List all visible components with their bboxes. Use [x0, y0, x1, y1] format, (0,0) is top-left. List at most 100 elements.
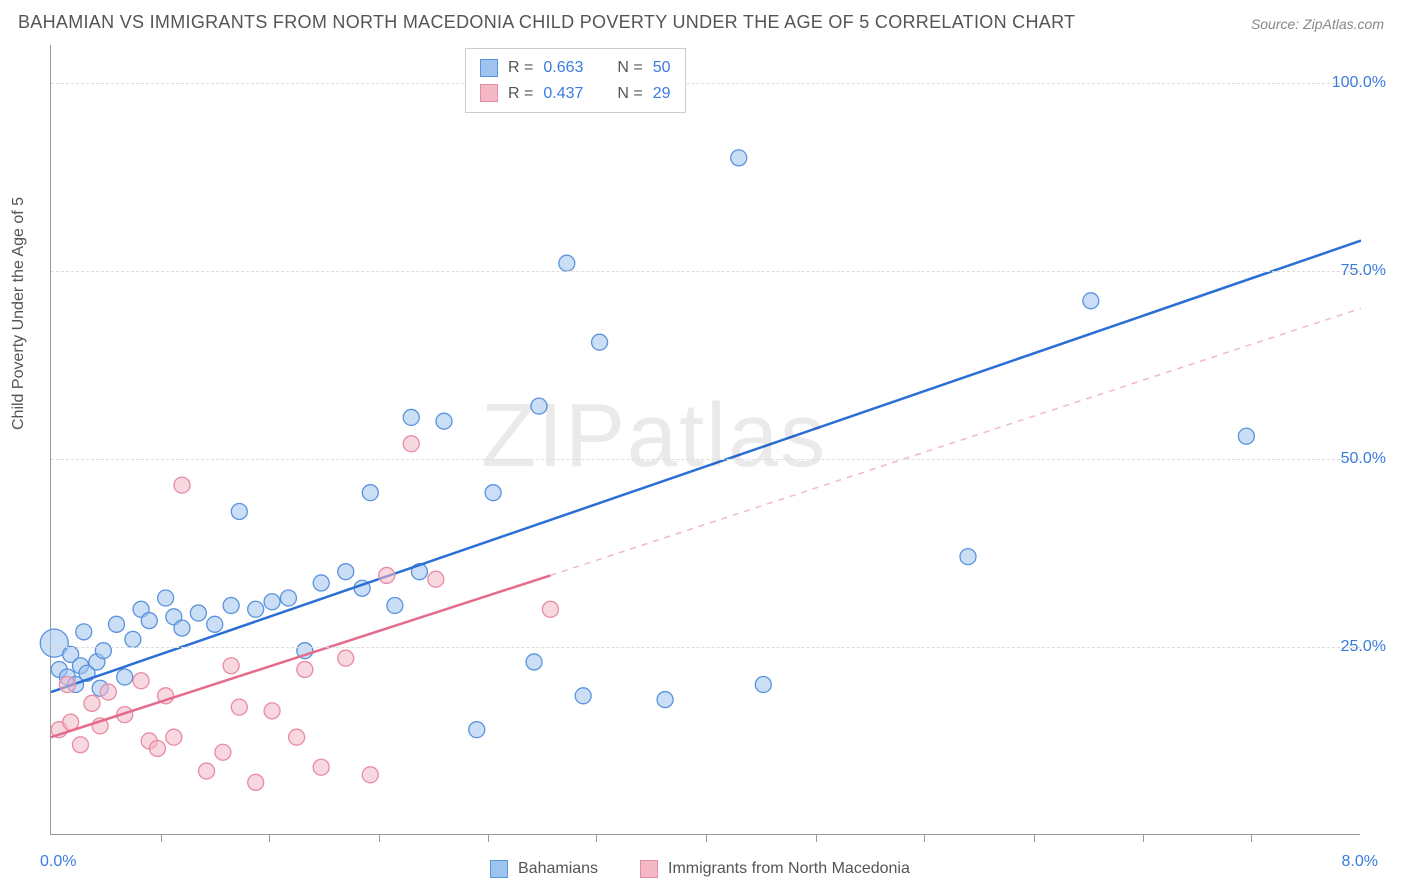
trend-line — [51, 241, 1361, 692]
data-point — [149, 740, 165, 756]
data-point — [125, 631, 141, 647]
trend-line — [51, 575, 550, 737]
data-point — [133, 673, 149, 689]
legend-statistics: R = 0.663 N = 50R = 0.437 N = 29 — [465, 48, 686, 113]
data-point — [280, 590, 296, 606]
plot-area: ZIPatlas — [50, 45, 1360, 835]
x-tick — [379, 834, 380, 842]
data-point — [960, 549, 976, 565]
data-point — [166, 729, 182, 745]
legend-swatch — [480, 59, 498, 77]
data-point — [526, 654, 542, 670]
data-point — [231, 503, 247, 519]
gridline — [51, 83, 1360, 84]
data-point — [542, 601, 558, 617]
y-tick-label: 100.0% — [1332, 74, 1386, 92]
data-point — [297, 661, 313, 677]
x-tick — [269, 834, 270, 842]
legend-swatch — [480, 84, 498, 102]
stat-n-value: 29 — [653, 81, 671, 107]
data-point — [387, 598, 403, 614]
data-point — [190, 605, 206, 621]
x-tick — [816, 834, 817, 842]
data-point — [403, 436, 419, 452]
gridline — [51, 647, 1360, 648]
gridline — [51, 271, 1360, 272]
plot-svg — [51, 45, 1360, 834]
data-point — [338, 650, 354, 666]
data-point — [289, 729, 305, 745]
data-point — [174, 620, 190, 636]
stat-label: R = — [508, 55, 533, 81]
data-point — [379, 567, 395, 583]
legend-series-label: Immigrants from North Macedonia — [668, 860, 910, 878]
data-point — [158, 590, 174, 606]
stat-label: N = — [617, 55, 642, 81]
stat-r-value: 0.663 — [543, 55, 583, 81]
legend-series-label: Bahamians — [518, 860, 598, 878]
data-point — [575, 688, 591, 704]
data-point — [207, 616, 223, 632]
y-axis-label: Child Poverty Under the Age of 5 — [10, 197, 28, 430]
trend-line-extension — [550, 308, 1361, 575]
data-point — [485, 485, 501, 501]
data-point — [95, 643, 111, 659]
stat-r-value: 0.437 — [543, 81, 583, 107]
legend-swatch — [640, 860, 658, 878]
legend-stat-row: R =0.437N =29 — [480, 81, 671, 107]
stat-n-value: 50 — [653, 55, 671, 81]
legend-series-item: Immigrants from North Macedonia — [640, 860, 910, 878]
data-point — [313, 575, 329, 591]
data-point — [436, 413, 452, 429]
x-tick — [1251, 834, 1252, 842]
x-tick — [488, 834, 489, 842]
legend-swatch — [490, 860, 508, 878]
data-point — [199, 763, 215, 779]
data-point — [362, 485, 378, 501]
data-point — [362, 767, 378, 783]
y-tick-label: 75.0% — [1341, 262, 1386, 280]
data-point — [428, 571, 444, 587]
data-point — [59, 677, 75, 693]
data-point — [592, 334, 608, 350]
data-point — [100, 684, 116, 700]
data-point — [403, 409, 419, 425]
source-attribution: Source: ZipAtlas.com — [1251, 16, 1384, 32]
data-point — [174, 477, 190, 493]
x-tick — [1143, 834, 1144, 842]
x-tick — [161, 834, 162, 842]
stat-label: N = — [617, 81, 642, 107]
data-point — [264, 594, 280, 610]
data-point — [223, 598, 239, 614]
legend-stat-row: R = 0.663 N = 50 — [480, 55, 671, 81]
gridline — [51, 459, 1360, 460]
y-tick-label: 25.0% — [1341, 638, 1386, 656]
data-point — [248, 601, 264, 617]
data-point — [215, 744, 231, 760]
x-tick — [596, 834, 597, 842]
data-point — [469, 722, 485, 738]
y-tick-label: 50.0% — [1341, 450, 1386, 468]
x-tick — [706, 834, 707, 842]
x-tick — [1034, 834, 1035, 842]
data-point — [84, 695, 100, 711]
data-point — [109, 616, 125, 632]
data-point — [223, 658, 239, 674]
data-point — [313, 759, 329, 775]
data-point — [231, 699, 247, 715]
legend-series-item: Bahamians — [490, 860, 598, 878]
data-point — [338, 564, 354, 580]
data-point — [1083, 293, 1099, 309]
data-point — [76, 624, 92, 640]
data-point — [755, 677, 771, 693]
data-point — [531, 398, 547, 414]
x-axis-max-label: 8.0% — [1342, 853, 1378, 871]
data-point — [248, 774, 264, 790]
data-point — [1238, 428, 1254, 444]
chart-title: BAHAMIAN VS IMMIGRANTS FROM NORTH MACEDO… — [18, 12, 1075, 33]
data-point — [731, 150, 747, 166]
data-point — [264, 703, 280, 719]
x-axis-min-label: 0.0% — [40, 853, 76, 871]
data-point — [657, 692, 673, 708]
data-point — [559, 255, 575, 271]
